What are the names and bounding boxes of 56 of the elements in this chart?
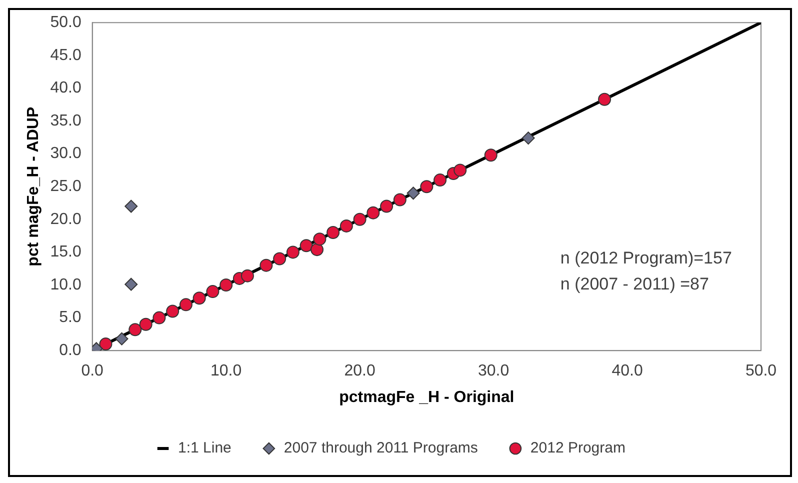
point xyxy=(240,269,254,282)
annotation: n (2012 Program)=157 xyxy=(560,248,732,268)
point xyxy=(434,174,447,187)
point xyxy=(598,92,612,106)
point xyxy=(340,219,353,232)
point xyxy=(310,243,324,256)
point xyxy=(380,200,394,213)
y-tick-label: 10.0 xyxy=(50,276,82,294)
point xyxy=(273,252,286,266)
point xyxy=(454,164,467,177)
y-tick-label: 40.0 xyxy=(50,80,82,97)
y-tick-label: 15.0 xyxy=(50,244,82,261)
y-axis-title: pct magFe_H - ADUP xyxy=(25,106,42,266)
y-tick-label: 5.0 xyxy=(59,309,82,326)
legend-label: 2012 Program xyxy=(530,440,626,457)
y-tick-label: 20.0 xyxy=(50,210,82,228)
point xyxy=(260,258,273,272)
annotation: n (2007 - 2011) =87 xyxy=(560,274,709,294)
point xyxy=(124,200,138,213)
point xyxy=(192,292,206,305)
point xyxy=(166,304,180,318)
point xyxy=(326,226,340,240)
y-tick-label: 45.0 xyxy=(50,46,82,64)
x-tick-label: 10.0 xyxy=(210,362,242,380)
y-tick-label: 50.0 xyxy=(50,14,82,32)
point xyxy=(128,323,142,336)
point xyxy=(420,180,434,194)
x-tick-label: 50.0 xyxy=(745,362,777,380)
legend-label: 2007 through 2011 Programs xyxy=(284,440,478,457)
point xyxy=(300,239,313,252)
point xyxy=(406,186,420,200)
point xyxy=(139,318,152,331)
point xyxy=(484,148,498,162)
point xyxy=(99,338,112,351)
point xyxy=(220,278,233,292)
y-tick-label: 25.0 xyxy=(50,178,82,196)
point xyxy=(115,332,128,346)
y-tick-label: 30.0 xyxy=(50,145,82,162)
y-tick-label: 35.0 xyxy=(50,112,82,130)
point xyxy=(522,132,535,145)
point xyxy=(179,298,192,312)
y-tick-label: 0.0 xyxy=(59,342,82,360)
point xyxy=(313,232,326,246)
point xyxy=(366,206,380,220)
point xyxy=(393,193,406,206)
point xyxy=(206,285,220,298)
legend-label: 1:1 Line xyxy=(178,440,232,457)
x-tick-label: 40.0 xyxy=(612,362,643,380)
x-axis-title: pctmagFe _H - Original xyxy=(339,388,514,406)
x-tick-label: 30.0 xyxy=(478,362,510,380)
point xyxy=(124,278,138,291)
point xyxy=(353,212,366,226)
point xyxy=(152,311,166,324)
x-tick-label: 20.0 xyxy=(344,362,376,380)
x-tick-label: 0.0 xyxy=(81,362,104,380)
point xyxy=(286,246,300,259)
